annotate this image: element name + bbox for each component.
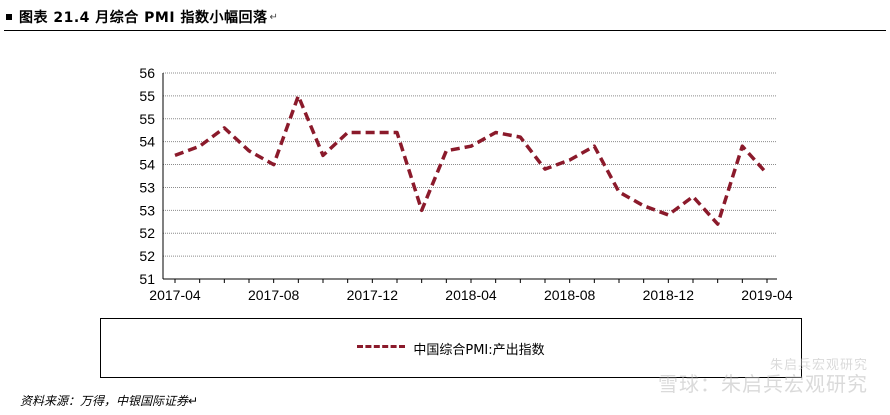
y-tick-label: 55: [139, 88, 155, 104]
x-tick-label: 2017-04: [149, 287, 201, 303]
x-tick-label: 2018-12: [643, 287, 695, 303]
y-tick-label: 52: [139, 248, 155, 264]
watermark-main: 雪球：朱启兵宏观研究: [658, 372, 868, 396]
x-tick-label: 2017-08: [248, 287, 300, 303]
chart-legend: 中国综合PMI:产出指数: [100, 318, 802, 378]
y-tick-label: 52: [139, 225, 155, 241]
y-tick-label: 55: [139, 111, 155, 127]
x-tick-label: 2019-04: [741, 287, 793, 303]
x-tick-label: 2018-04: [445, 287, 497, 303]
y-tick-label: 53: [139, 202, 155, 218]
bullet-square-icon: [6, 14, 12, 20]
title-underline: [4, 30, 886, 31]
y-tick-label: 53: [139, 179, 155, 195]
paragraph-return-icon: ↵: [269, 11, 278, 23]
y-tick-label: 54: [139, 134, 155, 150]
y-tick-label: 54: [139, 157, 155, 173]
legend-swatch-dashed-line: [357, 345, 406, 351]
pmi-line-chart: 51 52 52 53 53 54 54 55 55 56 2017-04 2017-08 2017-1…: [139, 65, 793, 303]
watermark-sub: 朱启兵宏观研究: [769, 358, 868, 373]
x-tick-label: 2018-08: [544, 287, 596, 303]
figure-title-row: 图表 21.4 月综合 PMI 指数小幅回落 ↵: [4, 6, 278, 28]
source-note: 资料来源：万得，中银国际证券↵: [20, 394, 199, 408]
watermark: 朱启兵宏观研究 雪球：朱启兵宏观研究: [658, 358, 868, 397]
y-tick-label: 51: [139, 271, 155, 287]
x-tick-label: 2017-12: [347, 287, 399, 303]
y-tick-label: 56: [139, 65, 155, 81]
figure-title: 图表 21.4 月综合 PMI 指数小幅回落: [19, 10, 268, 26]
legend-label: 中国综合PMI:产出指数: [413, 342, 545, 358]
series-line: [174, 94, 769, 226]
